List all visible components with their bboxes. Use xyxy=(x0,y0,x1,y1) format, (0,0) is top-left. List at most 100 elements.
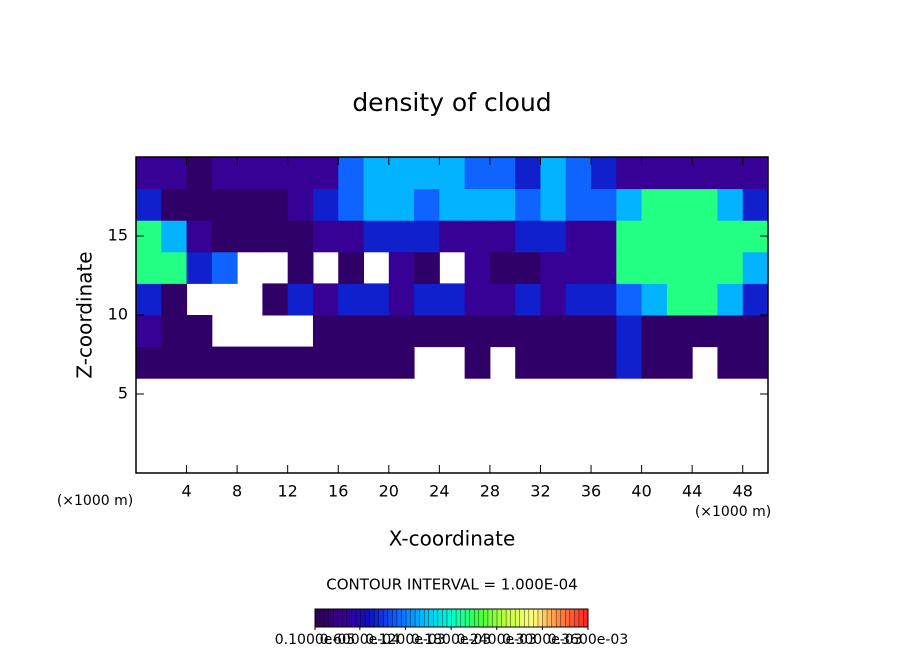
heat-cell xyxy=(489,157,516,190)
heat-cell xyxy=(641,346,668,379)
colorbar-swatch xyxy=(419,609,425,627)
heat-cell xyxy=(388,157,415,190)
heat-cell xyxy=(186,157,213,190)
heat-cell xyxy=(666,315,693,348)
heat-cell xyxy=(717,157,744,190)
colorbar-swatch xyxy=(378,609,384,627)
colorbar-swatch xyxy=(487,609,493,627)
heat-cell xyxy=(666,346,693,379)
heat-cell xyxy=(312,188,339,221)
heat-cell xyxy=(312,315,339,348)
heat-cell xyxy=(489,283,516,316)
x-unit: (×1000 m) xyxy=(695,504,771,520)
heat-cell xyxy=(540,346,567,379)
heat-cell xyxy=(742,157,769,190)
heat-cell xyxy=(363,188,390,221)
heat-cell xyxy=(262,220,289,253)
colorbar-swatch xyxy=(360,609,366,627)
heat-cell xyxy=(515,283,541,316)
heat-cell xyxy=(616,315,643,348)
heat-cell xyxy=(439,315,466,348)
heat-cell xyxy=(464,157,491,190)
colorbar-swatch xyxy=(492,609,498,627)
colorbar-tick-label: 0.3600e-03 xyxy=(548,632,628,648)
colorbar-swatch xyxy=(465,609,470,627)
colorbar-swatch xyxy=(401,609,407,627)
heat-cell xyxy=(717,346,744,379)
heat-cell xyxy=(641,251,668,284)
colorbar-swatch xyxy=(383,609,389,627)
heat-cell xyxy=(262,188,289,221)
heat-cell xyxy=(616,220,643,253)
heat-cell xyxy=(591,346,617,379)
heat-cell xyxy=(489,188,516,221)
colorbar-swatch xyxy=(519,609,525,627)
colorbar-swatch xyxy=(442,609,448,627)
heat-cell xyxy=(464,220,491,253)
heat-cell xyxy=(287,283,314,316)
colorbar-swatch xyxy=(355,609,361,627)
heat-cell xyxy=(439,283,466,316)
heat-cell xyxy=(414,283,440,316)
heat-cell xyxy=(211,251,238,284)
heat-cell xyxy=(161,220,188,253)
heat-cell xyxy=(692,283,718,316)
heat-cell xyxy=(641,188,668,221)
colorbar-tick-label: 0.2400e-03 xyxy=(457,632,537,648)
heat-cell xyxy=(692,220,718,253)
colorbar-swatch xyxy=(451,609,457,627)
heat-cell xyxy=(515,346,541,379)
heat-cell xyxy=(388,251,415,284)
heat-cell xyxy=(540,315,567,348)
y-axis-label: Z-coordinate xyxy=(73,251,97,378)
x-tick-label: 28 xyxy=(480,482,500,501)
heat-cell xyxy=(388,346,415,379)
heat-cell xyxy=(641,157,668,190)
heat-cell xyxy=(136,283,162,316)
x-tick-label: 12 xyxy=(278,482,298,501)
heat-cell xyxy=(565,157,592,190)
heat-cell xyxy=(388,283,415,316)
heat-cell xyxy=(616,346,643,379)
heat-cell xyxy=(161,315,188,348)
heat-cell xyxy=(161,251,188,284)
heat-cell xyxy=(262,283,289,316)
heat-cell xyxy=(237,220,263,253)
heat-cell xyxy=(540,283,567,316)
heat-cell xyxy=(591,157,617,190)
heat-cell xyxy=(136,315,162,348)
colorbar-swatch xyxy=(556,609,561,627)
colorbar-swatch xyxy=(515,609,521,627)
colorbar-swatch xyxy=(483,609,489,627)
heat-cell xyxy=(742,188,769,221)
colorbar-swatch xyxy=(428,609,434,627)
heat-cell xyxy=(287,251,314,284)
heat-cell xyxy=(692,251,718,284)
heat-cell xyxy=(742,251,769,284)
colorbar-swatch xyxy=(415,609,420,627)
colorbar-swatch xyxy=(506,609,511,627)
x-tick-label: 8 xyxy=(232,482,242,501)
colorbar-swatch xyxy=(365,609,370,627)
heat-cell xyxy=(666,220,693,253)
heat-cell xyxy=(540,220,567,253)
heat-cell xyxy=(211,157,238,190)
colorbar-swatch xyxy=(337,609,343,627)
heat-cell xyxy=(540,188,567,221)
heat-cell xyxy=(338,157,365,190)
heat-cell xyxy=(591,283,617,316)
heat-cell xyxy=(742,315,769,348)
heat-cell xyxy=(666,157,693,190)
annotation: CONTOUR INTERVAL = 1.000E-04 xyxy=(326,576,577,594)
x-tick-label: 20 xyxy=(379,482,399,501)
colorbar-swatch xyxy=(560,609,566,627)
heat-cell xyxy=(717,315,744,348)
heat-cell xyxy=(186,220,213,253)
colorbar-swatch xyxy=(578,609,584,627)
heat-cell xyxy=(186,346,213,379)
heat-cell xyxy=(136,346,162,379)
heat-cell xyxy=(338,188,365,221)
colorbar-tick-label: 0.6000e-04 xyxy=(320,632,401,648)
heat-cell xyxy=(363,315,390,348)
